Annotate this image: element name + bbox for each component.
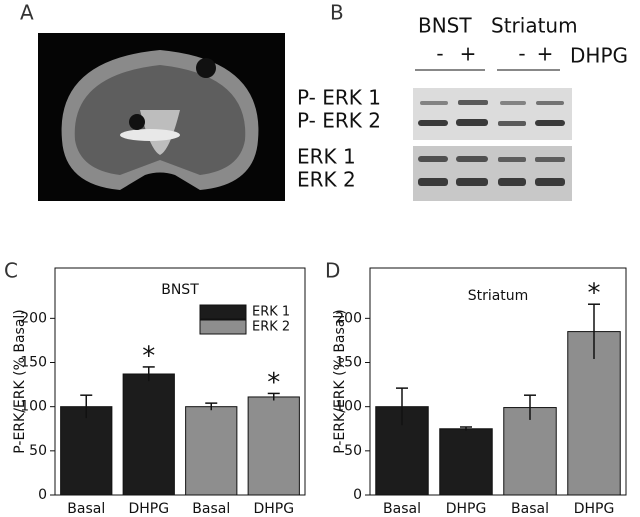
- y-tick-label: 0: [38, 487, 47, 503]
- blot-row-label: ERK 1: [297, 145, 356, 169]
- bar: [247, 396, 300, 496]
- x-tick-label: DHPG: [253, 501, 294, 517]
- significance-marker: *: [142, 341, 155, 371]
- y-tick-label: 200: [20, 310, 47, 326]
- treatment-label: DHPG: [570, 44, 628, 68]
- x-tick-label: Basal: [511, 501, 549, 517]
- significance-marker: *: [588, 279, 601, 309]
- lane-label: +: [537, 42, 554, 66]
- chart-title: Striatum: [468, 288, 529, 304]
- blot-row-label: P- ERK 2: [297, 109, 381, 133]
- chart-title: BNST: [161, 282, 199, 298]
- blot-row-label: P- ERK 1: [297, 86, 381, 110]
- x-tick-label: Basal: [67, 501, 105, 517]
- bar: [185, 406, 238, 496]
- legend-label: ERK 1: [252, 305, 290, 320]
- bar: [60, 406, 113, 496]
- y-tick-label: 150: [20, 355, 47, 371]
- bar: [439, 428, 493, 496]
- y-axis-label: P-ERK/ERK (% Basal): [12, 309, 28, 453]
- axes-frame: [369, 267, 627, 496]
- panel-label: D: [325, 259, 340, 283]
- x-tick-label: DHPG: [574, 501, 615, 517]
- lane-label: -: [436, 42, 443, 66]
- lane-label: -: [518, 42, 525, 66]
- y-tick-label: 50: [344, 443, 362, 459]
- blot-header: BNST: [418, 14, 472, 38]
- y-tick-label: 100: [20, 399, 47, 415]
- brain-bright: [120, 129, 180, 141]
- lesion: [196, 58, 216, 78]
- y-tick-label: 0: [353, 487, 362, 503]
- legend-label: ERK 2: [252, 320, 290, 335]
- x-tick-label: Basal: [383, 501, 421, 517]
- blot-bands: [418, 100, 565, 186]
- legend-swatch: [199, 319, 247, 335]
- significance-marker: *: [267, 368, 280, 398]
- blot-image: [413, 88, 572, 140]
- bar: [503, 407, 557, 496]
- y-tick-label: 200: [335, 310, 362, 326]
- x-tick-label: Basal: [192, 501, 230, 517]
- y-tick-label: 100: [335, 399, 362, 415]
- blot-image: [413, 146, 572, 201]
- y-axis-label: P-ERK/ERK (% Basal): [332, 309, 348, 453]
- blot-row-label: ERK 2: [297, 168, 356, 192]
- axes-frame: [54, 267, 306, 496]
- panel-label: A: [20, 1, 34, 25]
- lesion: [129, 114, 145, 130]
- y-tick-label: 50: [29, 443, 47, 459]
- bar: [122, 373, 175, 496]
- panel-label: C: [4, 259, 18, 283]
- lane-label: +: [460, 42, 477, 66]
- blot-header: Striatum: [491, 14, 578, 38]
- x-tick-label: DHPG: [446, 501, 487, 517]
- x-tick-label: DHPG: [128, 501, 169, 517]
- panel-label: B: [330, 1, 344, 25]
- legend-swatch: [199, 304, 247, 320]
- y-tick-label: 150: [335, 355, 362, 371]
